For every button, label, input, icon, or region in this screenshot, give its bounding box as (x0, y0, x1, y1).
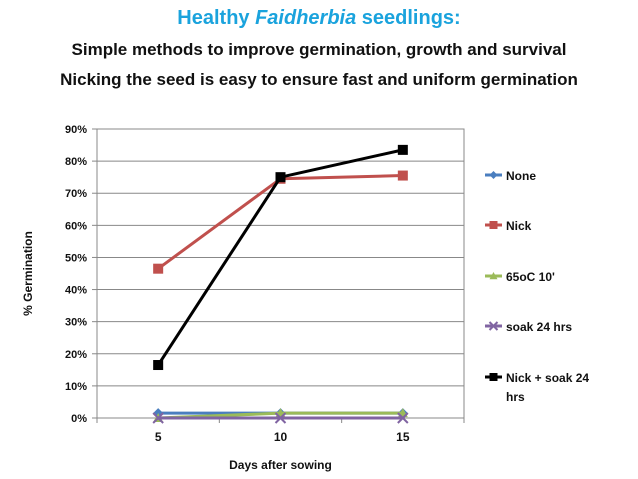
data-point (275, 172, 286, 183)
y-tick-label: 40% (65, 285, 87, 297)
series-1 (153, 170, 408, 274)
data-point (397, 144, 408, 155)
x-tick-label: 10 (274, 430, 288, 444)
y-tick-label: 80% (65, 156, 87, 168)
data-point (489, 221, 498, 229)
x-axis-ticks: 5 10 15 (96, 418, 465, 444)
y-tick-label: 70% (65, 188, 87, 200)
y-tick-label: 90% (65, 124, 87, 136)
data-point (488, 321, 499, 331)
y-tick-label: 60% (65, 220, 87, 232)
data-point (397, 170, 408, 181)
series-line (157, 174, 403, 270)
y-tick-label: 10% (65, 381, 87, 393)
data-point (153, 360, 164, 371)
x-tick-label: 5 (155, 430, 162, 444)
page-title: Healthy Faidherbia seedlings: (177, 7, 461, 29)
series-2 (153, 408, 408, 422)
series-lines (152, 144, 409, 424)
data-point (274, 412, 287, 424)
legend-label: 65oC 10' (506, 270, 555, 284)
y-tick-label: 0% (71, 413, 87, 425)
legend-label: hrs (506, 390, 525, 404)
legend-item: None (485, 169, 536, 183)
data-point (397, 412, 409, 424)
data-point (489, 373, 498, 381)
y-axis-label: % Germination (21, 231, 35, 316)
legend-label: Nick + soak 24 (506, 371, 589, 385)
subtitle-nicking: Nicking the seed is easy to ensure fast … (60, 70, 578, 89)
legend-label: soak 24 hrs (506, 320, 572, 334)
y-tick-label: 20% (65, 349, 87, 361)
x-axis-label: Days after sowing (229, 458, 332, 472)
legend-label: Nick (506, 219, 532, 233)
y-axis-ticks: 0% 10% 20% 30% 40% 50% 60% 70% 80% 90% (65, 124, 97, 425)
legend: None Nick 65oC 10' soak 24 hrs Nick + soak 2… (485, 169, 589, 404)
series-3 (152, 412, 409, 424)
subtitle-methods: Simple methods to improve germination, g… (71, 40, 567, 59)
legend-item: Nick + soak 24 hrs (485, 371, 589, 404)
y-tick-label: 30% (65, 317, 87, 329)
data-point (489, 171, 498, 179)
data-point (152, 412, 164, 424)
y-tick-label: 50% (65, 252, 87, 264)
legend-label: None (506, 169, 536, 183)
x-tick-label: 15 (396, 430, 410, 444)
legend-item: soak 24 hrs (485, 320, 572, 334)
data-point (489, 272, 498, 280)
legend-item: 65oC 10' (485, 270, 555, 284)
data-point (153, 263, 164, 274)
series-4 (153, 144, 408, 371)
legend-item: Nick (485, 219, 532, 233)
